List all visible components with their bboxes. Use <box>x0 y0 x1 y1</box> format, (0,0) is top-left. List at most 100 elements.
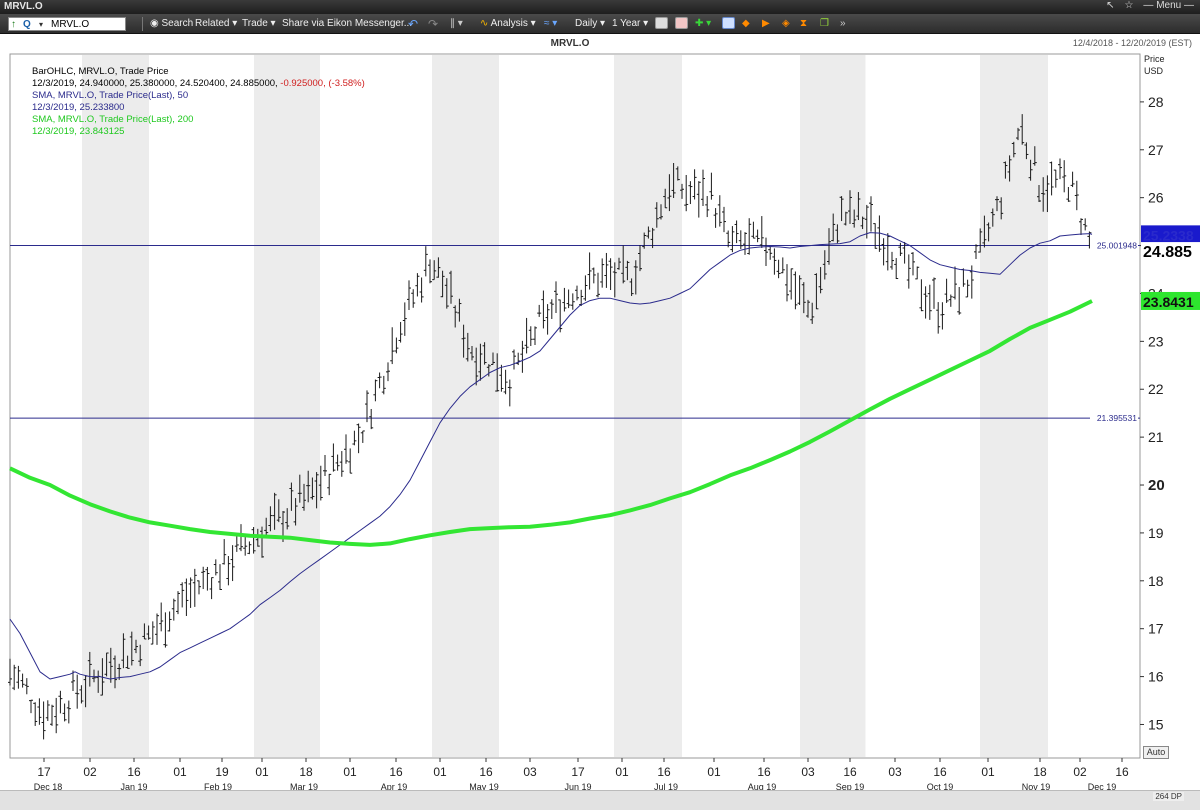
analysis-label: Analysis <box>490 18 528 29</box>
month-band <box>82 55 149 757</box>
y-tick-label: 20 <box>1148 477 1165 494</box>
ric-input-box: ↑ Q ▾ <box>8 17 126 31</box>
month-band <box>432 55 499 757</box>
more-icon[interactable]: » <box>840 18 846 29</box>
y-tick-label: 16 <box>1148 669 1164 685</box>
x-month-label: Mar 19 <box>290 782 318 790</box>
toolbar-divider <box>142 17 143 31</box>
related-label: Related <box>195 18 230 29</box>
month-band <box>614 55 682 757</box>
x-tick-label: 18 <box>1033 765 1047 779</box>
x-month-label: Jan 19 <box>120 782 147 790</box>
expand-icon[interactable]: ⧗ <box>800 18 808 29</box>
chart-legend: BarOHLC, MRVL.O, Trade Price 12/3/2019, … <box>32 66 365 138</box>
ric-input[interactable] <box>51 18 125 30</box>
annotate-icon[interactable]: ❐ <box>820 18 829 29</box>
y-tick-label: 15 <box>1148 716 1164 732</box>
auto-scale-button[interactable]: Auto <box>1143 746 1169 759</box>
month-band <box>980 55 1048 757</box>
scroll-right-icon[interactable]: ▶ <box>762 18 770 29</box>
legend-ohlc-values: 12/3/2019, 24.940000, 25.380000, 24.5204… <box>32 78 281 89</box>
y-tick-label: 27 <box>1148 142 1164 158</box>
share-button[interactable]: Share via Eikon Messenger... <box>282 17 412 31</box>
x-tick-label: 01 <box>707 765 721 779</box>
reference-line-label-bg <box>1090 239 1138 252</box>
datapoint-count: 264 DP <box>1153 792 1184 801</box>
interval-dropdown[interactable]: Daily ▾ <box>575 18 606 29</box>
reference-line-label: 25.001948 <box>1097 240 1137 250</box>
month-band <box>800 55 866 757</box>
interval-label: Daily <box>575 18 598 29</box>
line-chart-icon[interactable] <box>655 17 668 31</box>
up-arrow-icon[interactable]: ↑ <box>11 19 16 30</box>
overlay-icon[interactable]: ≈ ▾ <box>544 18 558 29</box>
x-month-label: Dec 18 <box>34 782 63 790</box>
search-icon: ◉ <box>150 18 159 29</box>
sma50-last-value-bg <box>1141 225 1200 244</box>
plot-area <box>9 53 1141 759</box>
status-bar <box>0 790 1200 810</box>
x-tick-label: 01 <box>433 765 447 779</box>
chart-title: MRVL.O <box>550 38 590 49</box>
y-axis-title: Price <box>1144 54 1165 64</box>
x-tick-label: 03 <box>888 765 902 779</box>
x-tick-label: 01 <box>255 765 269 779</box>
legend-sma200-series: SMA, MRVL.O, Trade Price(Last), 200 <box>32 114 194 125</box>
month-band <box>254 55 320 757</box>
sma200-line <box>9 299 1093 547</box>
y-tick-label: 18 <box>1148 573 1164 589</box>
y-tick-label: 23 <box>1148 333 1164 349</box>
x-tick-label: 19 <box>215 765 229 779</box>
window-titlebar: MRVL.O ↖ ☆ — Menu — <box>0 0 1200 14</box>
pin-icon[interactable]: ↖ <box>1106 0 1115 11</box>
legend-change-value: -0.925000, (-3.58%) <box>280 78 365 89</box>
undo-icon[interactable]: ↶ <box>408 17 419 31</box>
y-tick-label: 26 <box>1148 190 1164 206</box>
x-month-label: Dec 19 <box>1088 782 1117 790</box>
x-tick-label: 17 <box>37 765 51 779</box>
y-axis-unit: USD <box>1144 66 1164 76</box>
favorite-icon[interactable]: ☆ <box>1124 0 1134 11</box>
x-tick-label: 18 <box>299 765 313 779</box>
price-chart[interactable]: 1516171819202122232425262728PriceUSD1702… <box>0 50 1200 790</box>
x-tick-label: 02 <box>83 765 97 779</box>
related-button[interactable]: Related ▾ <box>195 18 238 29</box>
legend-price-values: 12/3/2019, 24.940000, 25.380000, 24.5204… <box>32 78 365 90</box>
quote-icon[interactable]: Q <box>23 19 31 30</box>
bar-type-icon[interactable]: ∥ ▾ <box>450 18 463 29</box>
x-tick-label: 01 <box>173 765 187 779</box>
x-month-label: Oct 19 <box>927 782 954 790</box>
compare-icon[interactable] <box>675 17 688 31</box>
window-controls: ↖ ☆ — Menu — <box>1106 0 1194 11</box>
zoom-icon[interactable]: ◈ <box>782 18 790 29</box>
sma200-last-value-bg <box>1141 291 1200 310</box>
analysis-button[interactable]: ∿ Analysis ▾ <box>480 18 536 29</box>
period-dropdown[interactable]: 1 Year ▾ <box>612 18 649 29</box>
legend-sma50-series: SMA, MRVL.O, Trade Price(Last), 50 <box>32 90 189 101</box>
trade-button[interactable]: Trade ▾ <box>242 18 276 29</box>
search-button[interactable]: ◉ Search <box>150 17 193 31</box>
x-tick-label: 17 <box>571 765 585 779</box>
search-label: Search <box>161 18 194 29</box>
layout-icon[interactable] <box>722 17 735 31</box>
share-label: Share via Eikon Messenger... <box>282 18 413 29</box>
menu-button[interactable]: — Menu — <box>1143 0 1194 11</box>
y-tick-label: 17 <box>1148 621 1164 637</box>
x-tick-label: 16 <box>389 765 403 779</box>
y-tick-label: 19 <box>1148 525 1164 541</box>
redo-icon[interactable]: ↷ <box>428 17 439 31</box>
sma50-line <box>9 232 1093 680</box>
x-month-label: Apr 19 <box>381 782 408 790</box>
scroll-left-icon[interactable]: ◆ <box>742 18 750 29</box>
chevron-down-icon[interactable]: ▾ <box>39 20 44 29</box>
x-month-label: Sep 19 <box>836 782 865 790</box>
x-month-label: Nov 19 <box>1022 782 1051 790</box>
x-month-label: Jul 19 <box>654 782 678 790</box>
chart-toolbar: ↑ Q ▾ ◉ Search Related ▾ Trade ▾ Share v… <box>0 14 1200 34</box>
sma50-last-value: 25.2338 <box>1143 227 1194 243</box>
x-tick-label: 01 <box>981 765 995 779</box>
crosshair-icon[interactable]: ✚ ▾ <box>695 18 712 29</box>
sma200-last-value: 23.8431 <box>1143 294 1194 310</box>
x-tick-label: 16 <box>757 765 771 779</box>
x-tick-label: 16 <box>657 765 671 779</box>
